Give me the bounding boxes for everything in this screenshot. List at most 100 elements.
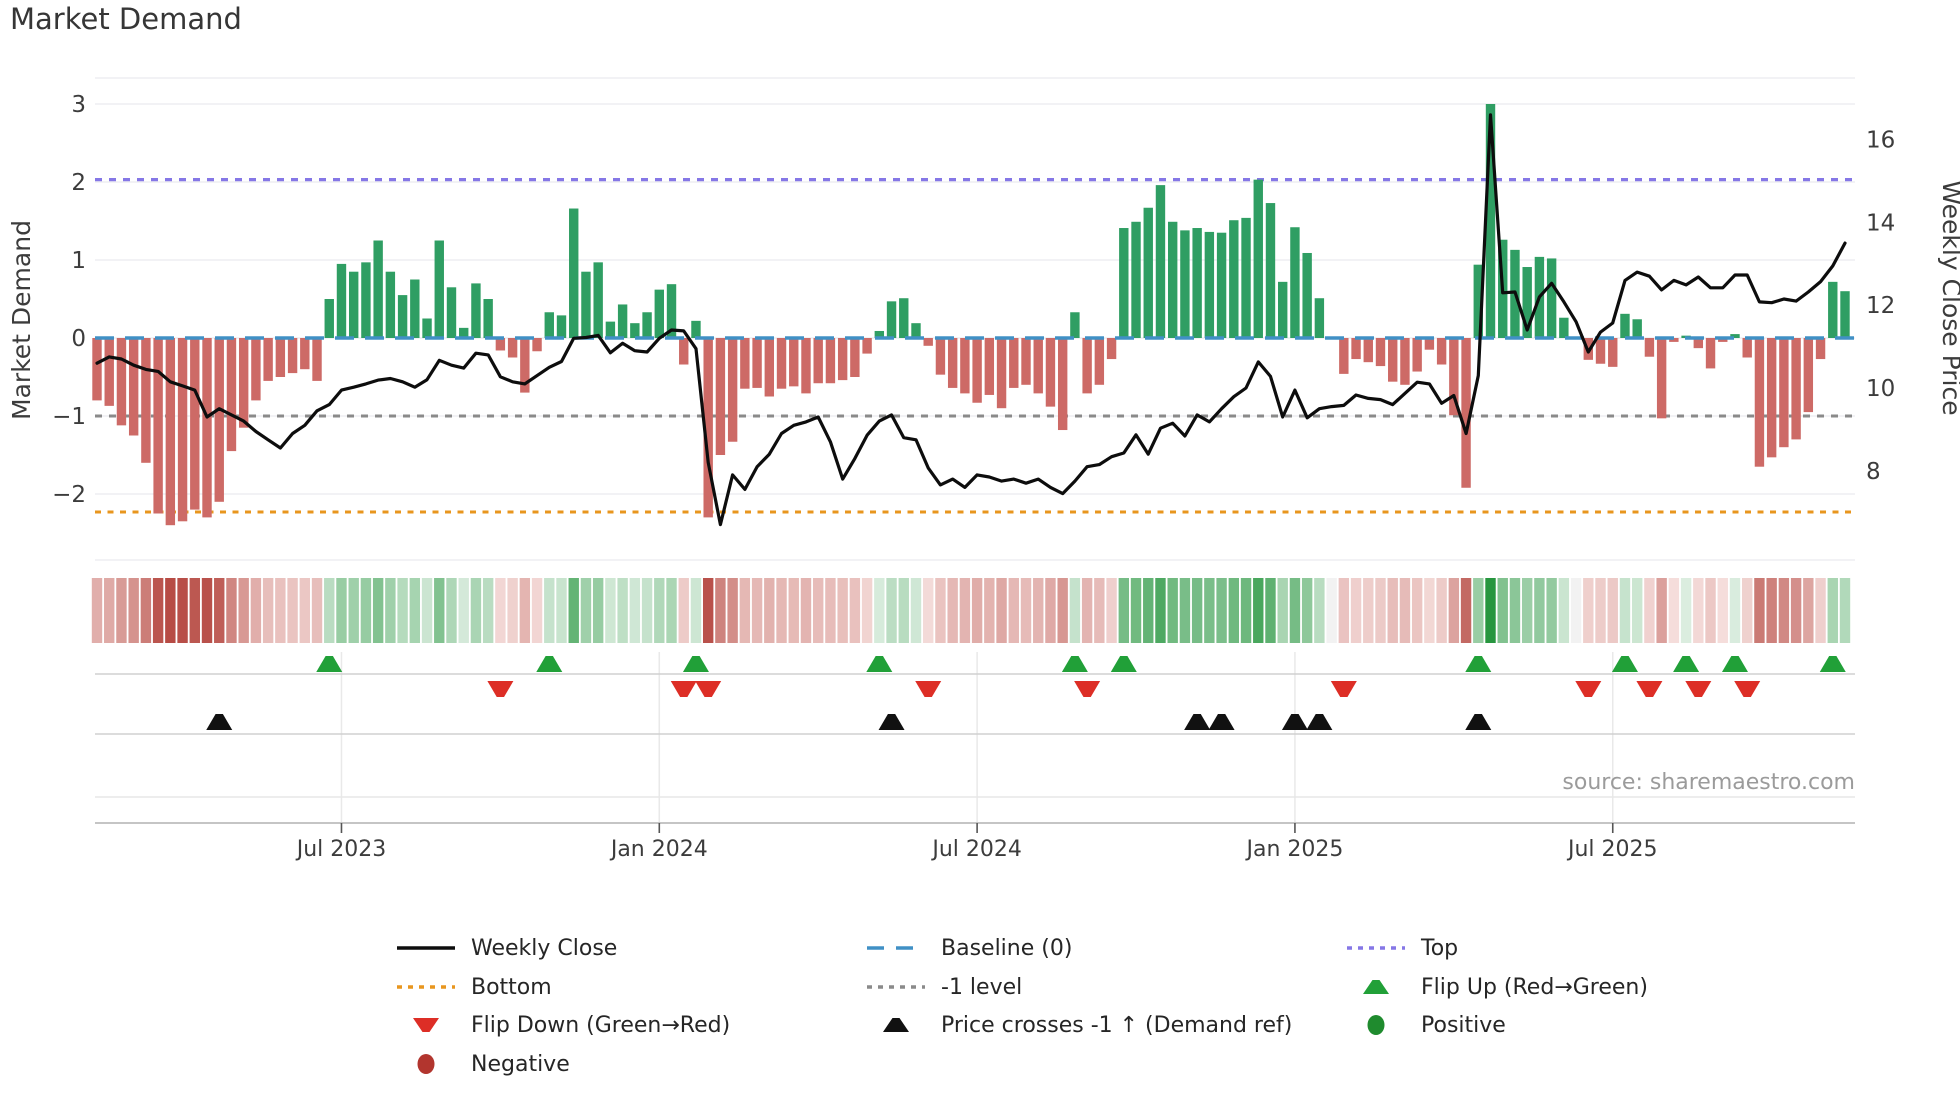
x-tick-label: Jan 2024 [609,837,708,862]
heatmap-cell [1277,578,1288,643]
heatmap-cell [446,578,457,643]
heatmap-cell [923,578,934,643]
demand-bar-negative [92,338,102,401]
flip-up-marker [1819,655,1846,673]
legend-neg1-level[interactable]: -1 level [865,968,1022,1006]
heatmap-cell [1143,578,1154,643]
heatmap-cell [1350,578,1362,643]
demand-bar-negative [1693,338,1704,349]
heatmap-cell [397,578,408,643]
demand-bar-positive [1253,179,1263,338]
demand-bar-negative [947,338,958,388]
heatmap-cell [1033,578,1044,643]
heatmap-cell [1204,578,1215,643]
demand-bar-negative [1608,338,1618,367]
y-left-tick-label: 3 [71,92,86,118]
heatmap-cell [128,578,139,643]
demand-bar-positive [373,240,383,338]
demand-bar-positive [593,262,603,338]
heatmap-cell [1815,578,1826,643]
heatmap-cell [739,578,751,643]
legend-bottom[interactable]: Bottom [395,968,552,1006]
source-attribution: source: sharemaestro.com [1562,770,1855,795]
demand-bar-negative [1351,338,1361,360]
heatmap-cell [1167,578,1178,643]
heatmap-cell [140,578,152,643]
demand-bar-negative [1803,338,1814,413]
demand-bar-positive [1828,281,1838,338]
demand-bar-negative [251,338,261,401]
demand-bar-positive [691,320,701,338]
heatmap-cell [250,578,262,643]
heatmap-cell [482,578,494,643]
event-markers [206,655,1846,731]
heatmap-cell [568,578,579,643]
legend-positive[interactable]: Positive [1345,1006,1506,1044]
heatmap-cell [996,578,1007,643]
heatmap-cell [1705,578,1716,643]
heatmap-cell [910,578,922,643]
heatmap-cell [1265,578,1276,643]
heatmap-cell [311,578,323,643]
flip-up-marker [866,655,893,673]
demand-bar-negative [520,338,530,393]
demand-bar-positive [434,240,444,338]
demand-bar-negative [190,338,200,510]
heatmap-cell [1130,578,1142,643]
heatmap-cell [1314,578,1325,643]
demand-bar-negative [1363,338,1373,363]
heatmap-cell [641,578,653,643]
heatmap-cell [1448,578,1460,643]
heatmap-cell [825,578,836,643]
heatmap-cell [226,578,237,643]
flip-down-marker [1074,680,1101,698]
demand-bar-positive [1229,220,1239,338]
heatmap-cell [1729,578,1741,643]
heatmap-cell [385,578,396,643]
heatmap-cell [1045,578,1056,643]
demand-bar-positive [1216,232,1227,338]
legend-flip-down[interactable]: Flip Down (Green→Red) [395,1006,730,1044]
demand-bar-positive [422,318,432,338]
chart-legend: Weekly Close Bottom Flip Down (Green→Red) N… [0,910,1960,1090]
heatmap-cell [91,578,103,643]
y-left-tick-label: 1 [71,248,86,274]
heatmap-cell [1228,578,1240,643]
legend-top[interactable]: Top [1345,929,1458,967]
heatmap-cell [1534,578,1545,643]
demand-bar-positive [544,312,554,338]
x-tick-label: Jul 2025 [1566,837,1658,862]
price-cross-marker [1281,713,1308,731]
demand-bar-negative [984,338,995,395]
legend-price-crosses[interactable]: Price crosses -1 ↑ (Demand ref) [865,1006,1292,1044]
heatmap-cell [1326,578,1337,643]
heatmap-cell [1485,578,1496,643]
demand-bar-negative [1106,338,1117,360]
heatmap-cell [1216,578,1227,643]
heatmap-cell [152,578,164,643]
legend-flip-up[interactable]: Flip Up (Red→Green) [1345,968,1648,1006]
heatmap-cell [360,578,372,643]
demand-bar-negative [1815,338,1826,360]
demand-bar-positive [1314,298,1325,338]
heatmap-cell [1778,578,1790,643]
demand-bar-positive [324,299,334,338]
heatmap-cell [1497,578,1508,643]
legend-weekly-close-swatch [395,936,457,960]
heatmap-cell [1521,578,1533,643]
legend-price-crosses-swatch [865,1013,927,1037]
heatmap-cell [1766,578,1777,643]
y-left-tick-label: 2 [71,170,86,196]
legend-weekly-close[interactable]: Weekly Close [395,929,617,967]
heatmap-cell [372,578,384,643]
heatmap-cell [629,578,641,643]
heatmap-cell [935,578,946,643]
heatmap-cell [788,578,799,643]
heatmap-cell [1069,578,1081,643]
heatmap-cell [1240,578,1252,643]
legend-negative[interactable]: Negative [395,1045,570,1083]
legend-baseline[interactable]: Baseline (0) [865,929,1072,967]
demand-bar-positive [446,287,457,338]
demand-bar-positive [1290,227,1300,338]
heatmap-cell [617,578,628,643]
